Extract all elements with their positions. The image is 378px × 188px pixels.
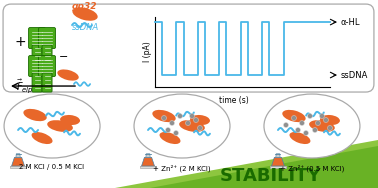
Circle shape (189, 114, 195, 118)
Circle shape (178, 114, 183, 118)
Text: ssDNA: ssDNA (72, 23, 99, 32)
Polygon shape (115, 140, 378, 188)
Text: STABILITY: STABILITY (220, 167, 322, 185)
Text: gp32: gp32 (72, 2, 98, 11)
Ellipse shape (282, 110, 306, 122)
Text: +: + (14, 35, 26, 49)
Circle shape (296, 127, 301, 133)
Circle shape (186, 121, 191, 126)
FancyBboxPatch shape (32, 45, 42, 64)
Polygon shape (12, 157, 25, 166)
FancyBboxPatch shape (42, 73, 52, 92)
Ellipse shape (290, 132, 310, 144)
Circle shape (291, 116, 296, 121)
Ellipse shape (47, 120, 73, 132)
Polygon shape (150, 146, 378, 188)
Circle shape (166, 127, 170, 133)
Polygon shape (10, 166, 26, 168)
Text: + Zn²⁺ (0.5 M KCl): + Zn²⁺ (0.5 M KCl) (280, 164, 344, 171)
Polygon shape (140, 166, 156, 168)
FancyBboxPatch shape (39, 28, 56, 49)
Text: ssDNA: ssDNA (341, 70, 368, 80)
Ellipse shape (73, 7, 98, 21)
Ellipse shape (57, 69, 79, 81)
Circle shape (327, 126, 332, 130)
FancyBboxPatch shape (32, 73, 42, 92)
Circle shape (169, 121, 175, 126)
Ellipse shape (160, 132, 180, 144)
Circle shape (161, 116, 166, 121)
Polygon shape (146, 154, 150, 157)
Circle shape (299, 121, 304, 126)
Ellipse shape (264, 94, 360, 158)
Text: 2 M KCl / 0.5 M KCl: 2 M KCl / 0.5 M KCl (20, 164, 85, 170)
FancyBboxPatch shape (42, 45, 52, 64)
Circle shape (316, 121, 321, 126)
FancyBboxPatch shape (29, 28, 46, 49)
Text: $\vec{F}_{elp}$: $\vec{F}_{elp}$ (16, 77, 34, 95)
Ellipse shape (320, 115, 340, 125)
Ellipse shape (23, 109, 47, 121)
Ellipse shape (60, 115, 80, 125)
Ellipse shape (190, 115, 210, 125)
Ellipse shape (309, 120, 335, 132)
Circle shape (324, 118, 328, 123)
Circle shape (194, 118, 198, 123)
FancyBboxPatch shape (29, 55, 46, 77)
Circle shape (174, 130, 178, 136)
Text: time (s): time (s) (219, 96, 249, 105)
Text: + Zn²⁺ (2 M KCl): + Zn²⁺ (2 M KCl) (153, 164, 211, 171)
Polygon shape (141, 157, 155, 166)
Ellipse shape (32, 132, 53, 144)
Ellipse shape (134, 94, 230, 158)
Circle shape (319, 114, 324, 118)
Polygon shape (270, 166, 286, 168)
FancyBboxPatch shape (3, 4, 374, 92)
Polygon shape (276, 154, 280, 157)
Circle shape (284, 123, 288, 127)
Text: I (pA): I (pA) (143, 42, 152, 62)
Ellipse shape (179, 120, 205, 132)
Circle shape (313, 127, 318, 133)
Circle shape (307, 114, 313, 118)
Circle shape (304, 130, 308, 136)
Polygon shape (16, 154, 20, 157)
Circle shape (197, 126, 203, 130)
Text: −: − (58, 52, 68, 62)
Ellipse shape (152, 110, 176, 122)
Text: α-HL: α-HL (341, 17, 361, 27)
FancyBboxPatch shape (39, 55, 56, 77)
Polygon shape (271, 157, 284, 166)
Ellipse shape (4, 94, 100, 158)
